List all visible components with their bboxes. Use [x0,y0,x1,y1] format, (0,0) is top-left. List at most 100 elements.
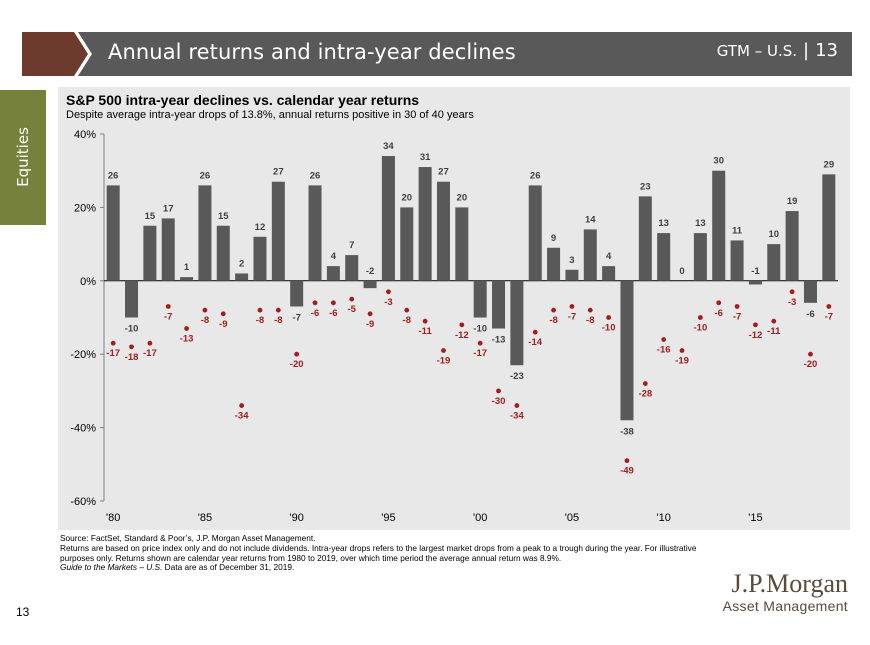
decline-label: -9 [219,319,227,330]
decline-point [257,307,263,313]
side-tab-equities[interactable]: Equities [0,90,46,225]
return-label: 30 [713,156,724,167]
decline-point [386,289,391,295]
decline-point [312,300,318,306]
decline-point [147,340,153,346]
return-bar [657,233,671,281]
decline-point [220,311,226,317]
decline-label: -12 [455,330,469,341]
return-label: 17 [163,203,174,214]
decline-point [496,388,501,394]
section-label: GTM – U.S. [716,42,798,60]
header-bar [22,32,852,76]
return-label: 26 [310,170,321,181]
return-bar [271,181,285,281]
return-bar [400,207,414,281]
chart-title: S&P 500 intra-year declines vs. calendar… [66,92,420,108]
return-label: 12 [255,222,266,233]
return-label: -2 [366,266,374,277]
decline-point [349,296,355,302]
x-tick-label: '80 [106,512,120,524]
return-label: 1 [184,262,190,273]
return-bar [547,247,561,281]
decline-label: -8 [549,315,557,326]
page-title: Annual returns and intra-year declines [108,40,516,64]
x-tick-label: '15 [748,512,762,524]
return-label: 23 [640,181,651,192]
decline-label: -12 [749,330,763,341]
date-note: Guide to the Markets – U.S. Data are as … [60,562,700,573]
decline-label: -34 [510,411,524,422]
y-tick-label: 0% [80,276,96,288]
return-bar [730,240,744,281]
return-label: -10 [473,324,487,335]
source-note: Source: FactSet, Standard & Poor’s, J.P.… [60,533,316,543]
return-label: -38 [620,426,634,437]
decline-point [294,351,300,357]
decline-label: -17 [106,348,120,359]
return-label: 7 [349,240,354,251]
return-bar [822,174,836,281]
decline-point [239,403,245,408]
return-bar [712,170,726,281]
decline-point [367,311,373,317]
return-bar [308,185,322,281]
return-label: -6 [806,309,814,320]
return-bar [381,156,395,281]
decline-label: -20 [290,359,304,370]
x-tick-label: '95 [381,512,395,524]
decline-point [110,340,116,346]
footnotes: Source: FactSet, Standard & Poor’s, J.P.… [60,533,700,573]
decline-point [532,329,538,335]
return-label: 27 [273,167,284,178]
return-label: -1 [751,266,760,277]
return-bar [748,280,762,285]
return-bar [803,280,817,303]
return-bar [326,266,340,281]
decline-point [165,304,171,309]
decline-point [129,344,134,350]
return-bar [602,266,616,281]
return-bar [436,181,450,281]
x-tick-label: '00 [473,512,487,524]
x-tick-label: '05 [565,512,579,524]
decline-label: -10 [694,323,708,334]
return-label: 0 [679,266,684,277]
y-tick-label: 40% [74,129,96,141]
return-bar [363,280,377,289]
decline-label: -17 [143,348,157,359]
y-tick-label: 20% [74,202,96,214]
return-bar [492,280,506,329]
return-label: 9 [551,233,556,244]
return-bar [565,269,579,281]
return-bar [510,280,524,366]
decline-point [587,307,593,313]
header-page-number: 13 [815,40,838,61]
y-tick-label: -20% [70,349,96,361]
decline-label: -19 [675,356,689,367]
return-label: 13 [695,218,706,229]
return-bar [583,229,597,281]
decline-point [551,307,556,313]
header-chevron-icon [22,32,92,76]
return-bar [418,167,432,281]
decline-label: -8 [201,315,209,326]
header-section: GTM – U.S. | 13 [717,40,838,61]
logo-line2: Asset Management [722,598,848,614]
decline-point [679,348,685,353]
decline-label: -8 [586,315,594,326]
return-label: 10 [768,229,779,240]
return-bar [106,185,120,281]
logo-line1: J.P.Morgan [731,569,848,598]
decline-label: -49 [620,466,634,477]
decline-label: -14 [528,337,542,348]
decline-label: -28 [638,389,652,400]
decline-point [184,326,189,331]
return-bar [290,280,304,307]
return-label: -13 [492,335,506,346]
decline-point [404,307,410,313]
return-bar [785,211,799,281]
return-bar [125,280,139,318]
decline-point [661,337,667,342]
y-tick-label: -40% [70,423,96,435]
